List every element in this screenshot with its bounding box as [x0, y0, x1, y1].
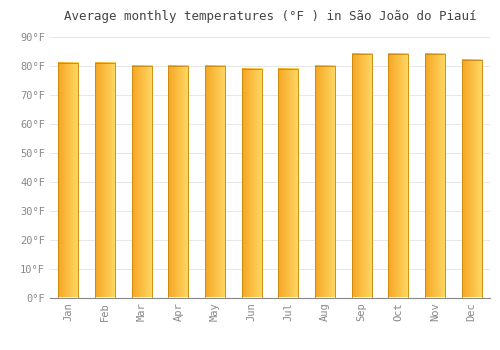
Bar — [58, 63, 78, 298]
Bar — [278, 69, 298, 298]
Bar — [425, 54, 445, 298]
Bar — [132, 66, 152, 297]
Bar — [315, 66, 335, 297]
Bar — [352, 54, 372, 298]
Bar — [388, 54, 408, 298]
Bar — [168, 66, 188, 297]
Title: Average monthly temperatures (°F ) in São João do Piauí: Average monthly temperatures (°F ) in Sã… — [64, 10, 476, 23]
Bar — [242, 69, 262, 298]
Bar — [205, 66, 225, 297]
Bar — [95, 63, 115, 298]
Bar — [462, 60, 481, 298]
